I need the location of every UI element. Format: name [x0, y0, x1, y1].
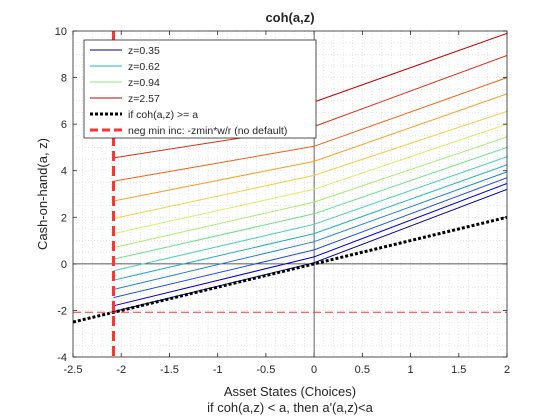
series-line-7 [113, 146, 507, 260]
x-tick-label: -1 [213, 364, 223, 376]
x-tick-label: -2 [116, 364, 126, 376]
y-tick-label: 4 [61, 166, 67, 178]
coh-ge-a-line [73, 215, 507, 324]
legend-label: z=0.94 [128, 77, 160, 89]
legend-label: z=0.62 [128, 61, 160, 73]
axes-box [72, 30, 508, 358]
y-tick-label: 6 [61, 119, 67, 131]
y-tick-label: 2 [61, 212, 67, 224]
y-tick-label: 8 [61, 73, 67, 85]
x-axis-label: Asset States (Choices) [224, 384, 356, 399]
series-line-3 [113, 177, 507, 299]
chart-title: coh(a,z) [265, 10, 314, 25]
x-tick-label: 0 [311, 364, 317, 376]
series-line-8 [113, 136, 507, 249]
ticks: -2.5 -2 -1.5 -1 -0.5 0 0.5 1 1.5 2 -4 -2 0 2 4 6 8 10 [55, 26, 510, 376]
legend: z=0.35 z=0.62 z=0.94 z=2.57 if coh(a,z) >= a… [83, 39, 317, 139]
y-tick-label: 10 [55, 26, 67, 38]
series-line-4 [113, 171, 507, 290]
legend-label: z=2.57 [128, 93, 160, 105]
series-line-2 [113, 183, 507, 307]
y-tick-label: -2 [57, 305, 67, 317]
series-line-6 [113, 156, 507, 272]
x-tick-label: -0.5 [256, 364, 275, 376]
x-tick-label: -1.5 [160, 364, 179, 376]
x-tick-label: 2 [504, 364, 510, 376]
series-line-10 [113, 110, 507, 219]
x-tick-label: 0.5 [355, 364, 370, 376]
legend-label: z=0.35 [128, 45, 160, 57]
y-axis-label: Cash-on-hand(a, z) [35, 138, 50, 250]
x-tick-label: -2.5 [64, 364, 83, 376]
x-tick-label: 1.5 [451, 364, 466, 376]
series-line-9 [113, 123, 507, 235]
y-tick-label: 0 [61, 259, 67, 271]
series-line-12 [113, 77, 507, 182]
legend-box [83, 39, 317, 139]
x-tick-label: 1 [407, 364, 413, 376]
series-line-11 [113, 93, 507, 202]
legend-label: if coh(a,z) >= a [128, 109, 198, 121]
legend-label: neg min inc: -zmin*w/r (no default) [128, 125, 287, 137]
x-axis-label-line2: if coh(a,z) < a, then a'(a,z)<a [207, 400, 374, 415]
y-tick-label: -4 [57, 352, 67, 364]
series-line-5 [113, 164, 507, 281]
